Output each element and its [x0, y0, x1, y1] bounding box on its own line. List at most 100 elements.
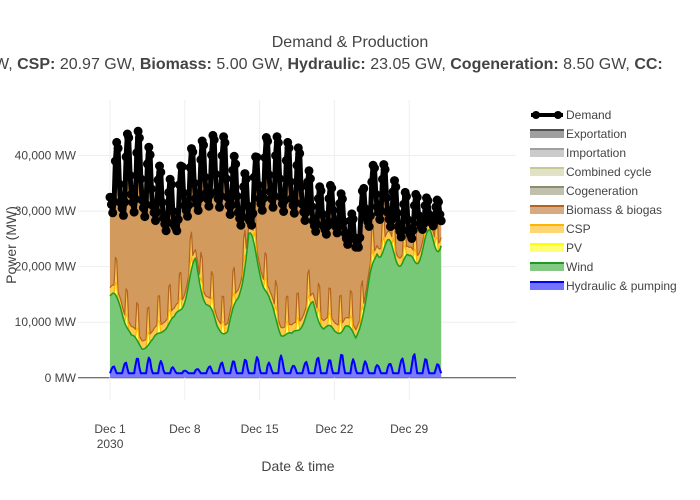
legend-item[interactable]: Combined cycle: [530, 162, 677, 181]
subtitle-label: Hydraulic:: [287, 56, 366, 73]
demand-point: [125, 170, 135, 180]
legend-label: Wind: [566, 259, 594, 274]
legend-label: CSP: [566, 221, 591, 236]
demand-point: [359, 183, 369, 193]
legend-item[interactable]: PV: [530, 238, 677, 257]
demand-point: [223, 192, 233, 202]
legend-swatch: [530, 223, 564, 235]
demand-point: [215, 202, 224, 212]
demand-point: [257, 205, 267, 215]
demand-point: [167, 179, 176, 189]
demand-point: [327, 183, 337, 193]
x-tick-label: Dec 8: [169, 422, 201, 436]
demand-point: [153, 175, 163, 185]
demand-point: [328, 205, 338, 215]
y-tick-label: 30,000 MW: [15, 204, 77, 218]
demand-point: [205, 190, 215, 200]
demand-point: [151, 216, 160, 226]
legend-item[interactable]: Cogeneration: [530, 181, 677, 200]
legend-swatch: [530, 166, 564, 178]
demand-point: [399, 199, 409, 209]
legend-label: Cogeneration: [566, 183, 639, 198]
legend-item[interactable]: Wind: [530, 257, 677, 276]
demand-point: [110, 156, 120, 166]
demand-point: [130, 194, 140, 204]
chart-title: Demand & Production: [271, 34, 429, 51]
demand-point: [391, 182, 401, 192]
demand-point: [231, 159, 241, 169]
demand-point: [175, 180, 184, 190]
demand-point: [396, 232, 406, 242]
demand-point: [211, 169, 220, 179]
legend-swatch: [530, 185, 564, 197]
demand-point: [436, 216, 446, 226]
demand-point: [148, 201, 158, 211]
demand-point: [264, 170, 274, 180]
demand-point: [196, 155, 206, 165]
demand-point: [403, 215, 413, 225]
demand-point: [172, 226, 182, 236]
demand-point: [189, 178, 199, 188]
demand-point: [253, 180, 263, 190]
demand-point: [152, 207, 162, 217]
demand-point: [200, 172, 210, 182]
legend: Demand Exportation Importation Combined cyc…: [530, 105, 677, 295]
demand-point: [430, 217, 439, 227]
legend-swatch: [530, 204, 564, 216]
demand-point: [217, 151, 227, 161]
x-tick-label: Dec 1: [94, 422, 126, 436]
line-layer: [105, 126, 446, 375]
demand-point: [249, 172, 259, 182]
demand-point: [268, 202, 278, 212]
demand-point: [207, 150, 216, 160]
demand-point: [236, 220, 246, 230]
demand-point: [360, 204, 370, 213]
demand-point: [273, 138, 283, 148]
y-tick-label: 40,000 MW: [15, 149, 77, 163]
demand-point: [271, 151, 281, 161]
legend-item[interactable]: CSP: [530, 219, 677, 238]
demand-point: [121, 152, 131, 162]
demand-point: [301, 207, 311, 217]
demand-point: [316, 186, 326, 196]
legend-label: Exportation: [566, 126, 627, 141]
demand-point: [204, 201, 214, 211]
demand-point: [300, 216, 310, 225]
y-tick-label: 0 MW: [45, 371, 77, 385]
x-tick-label: Dec 29: [390, 422, 428, 436]
legend-item[interactable]: Exportation: [530, 124, 677, 143]
demand-point: [195, 194, 204, 204]
y-tick-label: 10,000 MW: [15, 315, 77, 329]
demand-point: [304, 166, 314, 176]
demand-point: [313, 194, 323, 204]
demand-point: [339, 216, 349, 226]
demand-point: [392, 208, 402, 218]
demand-point: [108, 208, 118, 218]
demand-point: [227, 200, 237, 210]
demand-point: [263, 136, 273, 146]
demand-point: [281, 155, 291, 165]
demand-point: [414, 210, 423, 220]
demand-point: [280, 195, 290, 205]
legend-label: Biomass & biogas: [566, 202, 663, 217]
demand-point: [285, 177, 295, 187]
demand-point: [136, 174, 146, 184]
demand-point: [229, 151, 239, 161]
x-tick-label: Dec 15: [241, 422, 279, 436]
hydraulic-line: [109, 353, 443, 375]
legend-item[interactable]: Demand: [530, 105, 677, 124]
legend-item[interactable]: Biomass & biogas: [530, 200, 677, 219]
legend-swatch: [530, 280, 564, 292]
legend-item[interactable]: Hydraulic & pumping: [530, 276, 677, 295]
legend-label: PV: [566, 240, 583, 255]
demand-point: [134, 133, 144, 143]
demand-point: [118, 210, 128, 220]
demand-point: [323, 221, 333, 231]
demand-point: [114, 179, 124, 189]
demand-point: [353, 242, 363, 252]
demand-point: [386, 222, 395, 232]
demand-point: [289, 208, 299, 218]
legend-item[interactable]: Importation: [530, 143, 677, 162]
demand-point: [156, 167, 166, 177]
demand-point: [225, 210, 235, 219]
